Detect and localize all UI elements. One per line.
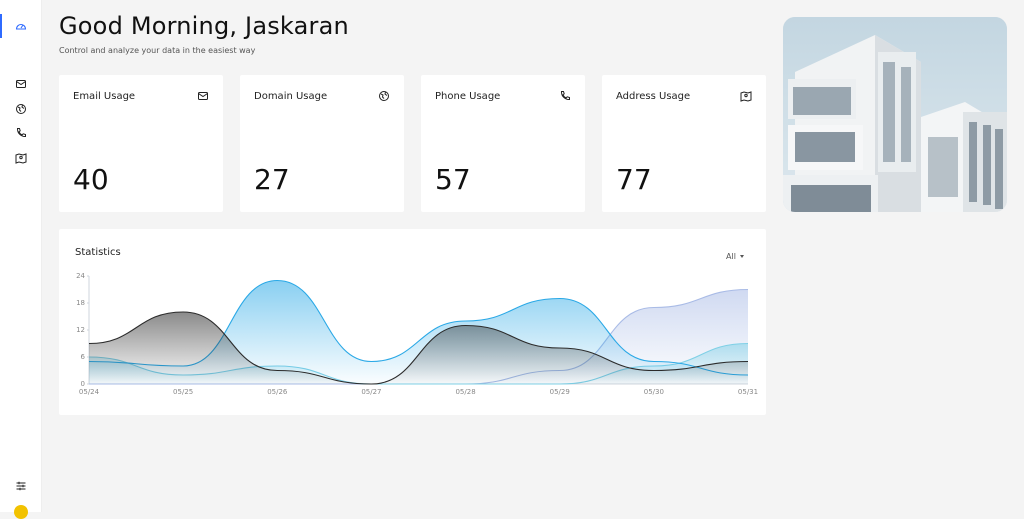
avatar[interactable] [14, 505, 28, 519]
sidebar-item-email[interactable] [11, 74, 31, 94]
card-value: 40 [73, 163, 109, 196]
x-tick-label: 05/30 [644, 388, 664, 396]
sidebar-item-domain[interactable] [11, 99, 31, 119]
card-value: 27 [254, 163, 290, 196]
x-tick-label: 05/24 [79, 388, 100, 396]
mail-icon [198, 92, 208, 100]
x-tick-label: 05/28 [455, 388, 475, 396]
sidebar-item-dashboard[interactable] [11, 16, 31, 36]
sidebar-item-address[interactable] [11, 148, 31, 168]
sidebar [0, 0, 42, 519]
page-subtitle: Control and analyze your data in the eas… [59, 46, 256, 55]
filter-value: All [726, 252, 736, 261]
y-tick-label: 12 [76, 326, 85, 334]
active-indicator [0, 14, 2, 38]
card-label: Phone Usage [435, 91, 501, 102]
email-usage-card[interactable]: Email Usage 40 [59, 75, 223, 212]
sidebar-item-phone[interactable] [11, 123, 31, 143]
y-tick-label: 0 [81, 380, 85, 388]
y-tick-label: 24 [76, 272, 85, 280]
x-tick-label: 05/26 [267, 388, 288, 396]
mail-icon [16, 80, 26, 88]
y-tick-label: 6 [81, 353, 86, 361]
statistics-panel: Statistics All 0 6 12 18 24 05/24 05/25 05/26 05… [59, 229, 766, 415]
card-label: Address Usage [616, 91, 691, 102]
map-icon [15, 153, 27, 164]
settings-button[interactable] [11, 476, 31, 496]
x-tick-label: 05/25 [173, 388, 193, 396]
series-line-0 [88, 311, 749, 385]
chevron-down-icon [739, 255, 744, 258]
card-value: 77 [616, 163, 652, 196]
card-value: 57 [435, 163, 471, 196]
card-label: Email Usage [73, 91, 136, 102]
phone-icon [16, 128, 26, 138]
map-icon [740, 91, 752, 102]
domain-usage-card[interactable]: Domain Usage 27 [240, 75, 404, 212]
building-photo [783, 17, 1007, 212]
globe-icon [379, 91, 389, 101]
x-tick-label: 05/29 [550, 388, 570, 396]
address-usage-card[interactable]: Address Usage 77 [602, 75, 766, 212]
dashboard-icon [15, 23, 27, 30]
x-tick-label: 05/27 [361, 388, 381, 396]
phone-icon [560, 91, 570, 101]
page-title: Good Morning, Jaskaran [59, 12, 349, 40]
settings-sliders-icon [16, 481, 26, 491]
statistics-filter-dropdown[interactable]: All [726, 252, 744, 261]
x-tick-label: 05/31 [738, 388, 758, 396]
card-label: Domain Usage [254, 91, 328, 102]
phone-usage-card[interactable]: Phone Usage 57 [421, 75, 585, 212]
statistics-chart: 0 6 12 18 24 05/24 05/25 05/26 05/27 05/28 05/29 05… [76, 272, 758, 396]
y-tick-label: 18 [76, 299, 85, 307]
statistics-title: Statistics [75, 247, 121, 258]
globe-icon [16, 104, 26, 114]
series-area-0 [89, 312, 748, 384]
